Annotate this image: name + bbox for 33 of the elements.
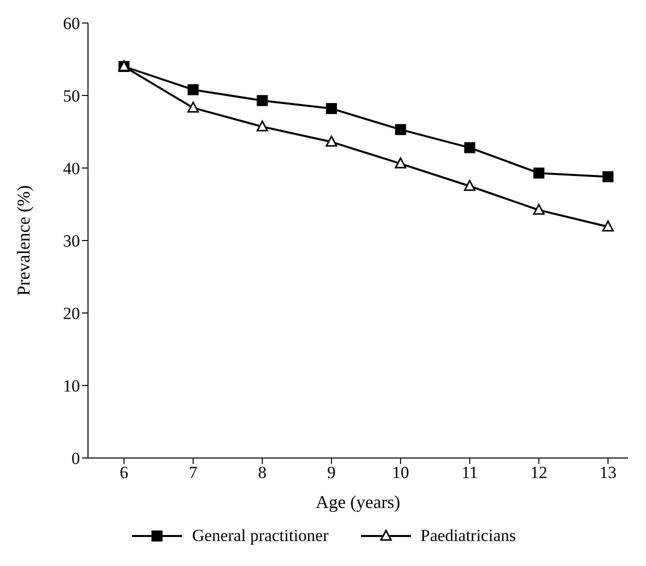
x-tick-label: 8 — [258, 463, 267, 482]
y-tick-label: 40 — [63, 159, 80, 178]
x-tick-label: 6 — [120, 463, 128, 482]
y-tick-label: 20 — [63, 304, 80, 324]
y-axis-title: Prevalence (%) — [13, 185, 34, 296]
point — [326, 136, 338, 147]
point — [326, 103, 337, 114]
x-tick-label: 7 — [188, 463, 198, 482]
legend-label: General practitioner — [191, 526, 329, 546]
y-tick-label: 60 — [63, 14, 80, 34]
x-tick-label: 10 — [392, 463, 410, 482]
x-tick-label: 12 — [530, 463, 548, 482]
point — [464, 180, 476, 191]
point — [602, 220, 614, 232]
x-tick-label: 9 — [327, 463, 336, 482]
point — [533, 168, 544, 179]
x-tick-label: 13 — [600, 463, 616, 482]
y-tick-label: 10 — [63, 376, 80, 396]
point — [188, 84, 199, 96]
point — [464, 142, 476, 154]
x-tick-label: 11 — [462, 463, 478, 482]
legend-label: Paediatricians — [420, 526, 516, 546]
point — [256, 95, 268, 106]
point — [395, 124, 406, 136]
point — [394, 157, 406, 168]
point — [602, 171, 614, 182]
point — [187, 102, 199, 113]
point — [533, 204, 545, 215]
y-tick-label: 0 — [72, 449, 80, 468]
y-tick-label: 30 — [63, 232, 80, 251]
x-axis-title: Age (years) — [316, 492, 400, 512]
point — [256, 120, 268, 132]
y-tick-label: 50 — [63, 86, 80, 106]
